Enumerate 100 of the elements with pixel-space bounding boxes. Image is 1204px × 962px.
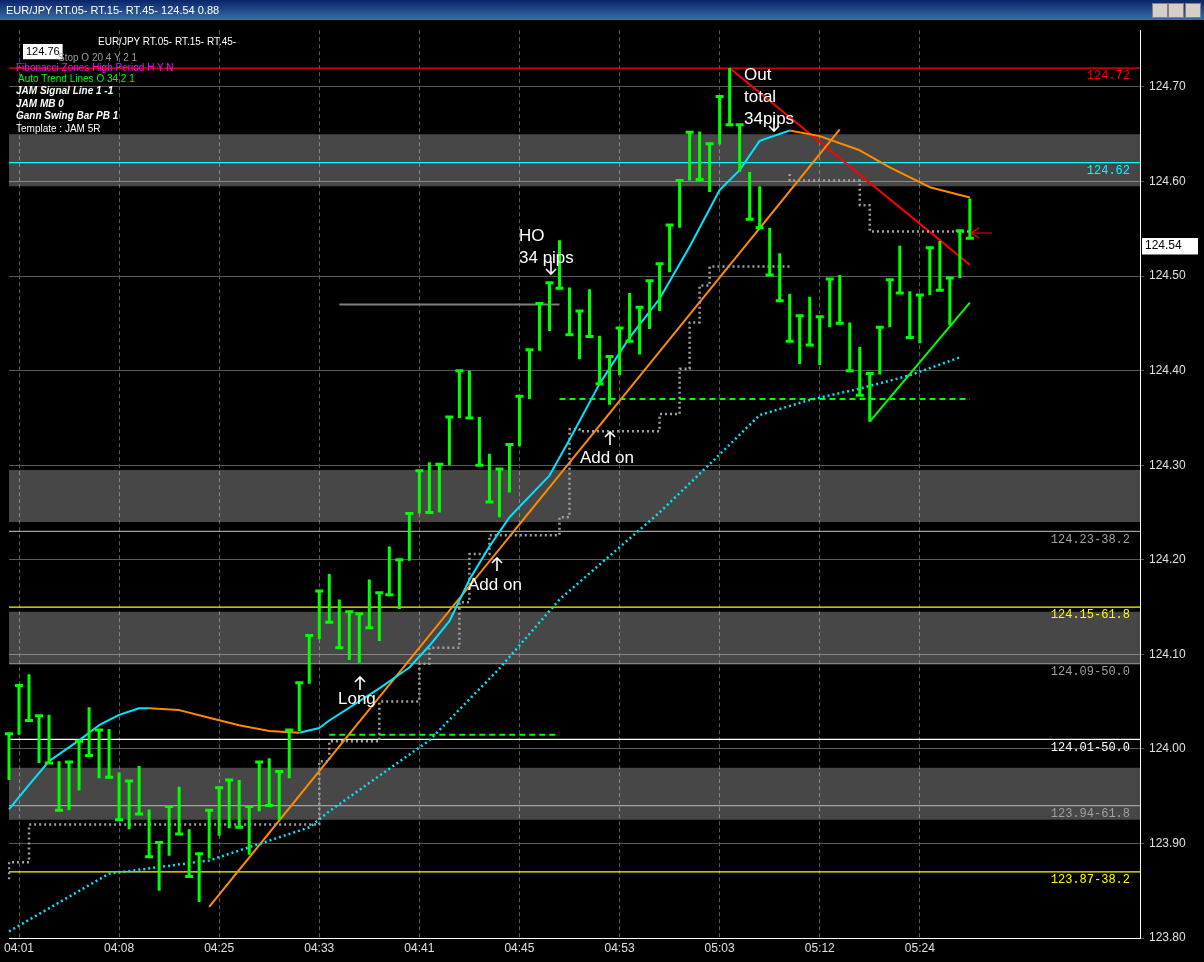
candlestick <box>385 546 394 597</box>
candlestick <box>395 558 404 609</box>
candlestick <box>465 370 474 420</box>
ref-line-label: 124.72 <box>1086 69 1130 84</box>
candlestick <box>955 229 964 278</box>
candlestick <box>485 453 494 504</box>
candlestick <box>275 770 284 820</box>
annotation: Stop O 20 4 Y 2 1 <box>58 51 138 63</box>
candlestick <box>815 315 824 365</box>
candlestick <box>695 131 704 182</box>
annotation: EUR/JPY RT.05- RT.15- RT.45- <box>98 35 237 47</box>
candlestick <box>875 325 884 375</box>
candlestick <box>625 293 634 343</box>
candlestick <box>85 707 94 757</box>
candlestick <box>755 186 764 230</box>
candlestick <box>735 123 744 173</box>
candlestick <box>885 278 894 328</box>
text: 124.54 <box>1145 238 1183 253</box>
candlestick <box>345 610 354 660</box>
y-tick-label: 124.30 <box>1149 457 1187 472</box>
candlestick <box>285 728 294 779</box>
candlestick <box>675 179 684 228</box>
candlestick <box>845 322 854 373</box>
x-tick-label: 05:24 <box>904 940 936 955</box>
annotation: Template : JAM 5R <box>16 122 101 134</box>
candlestick <box>445 415 454 466</box>
candlestick <box>55 761 64 812</box>
candlestick <box>805 296 814 347</box>
candlestick <box>45 714 54 765</box>
x-tick-label: 04:45 <box>504 940 535 955</box>
candlestick <box>595 335 604 386</box>
candlestick <box>215 786 224 836</box>
candlestick <box>765 227 774 277</box>
candlestick <box>925 246 934 295</box>
candlestick <box>905 291 914 340</box>
candlestick <box>115 772 124 822</box>
candlestick <box>235 780 244 829</box>
ref-line-label: 124.15-61.8 <box>1050 608 1130 623</box>
ref-line-label: 124.23-38.2 <box>1050 532 1130 547</box>
candlestick <box>775 253 784 303</box>
candlestick <box>435 462 444 513</box>
candlestick <box>75 739 84 791</box>
candlestick <box>255 760 264 812</box>
candlestick <box>35 714 44 764</box>
candlestick <box>455 369 464 418</box>
x-tick-label: 04:01 <box>3 940 35 955</box>
candlestick <box>475 416 484 467</box>
candlestick <box>315 589 324 640</box>
candlestick <box>825 277 834 328</box>
y-tick-label: 124.00 <box>1149 741 1187 756</box>
candlestick <box>585 289 594 339</box>
candlestick <box>645 279 654 330</box>
ref-line-label: 124.01-50.0 <box>1050 740 1130 755</box>
candlestick <box>705 142 714 192</box>
candlestick <box>935 241 944 292</box>
x-tick-label: 05:12 <box>804 940 836 955</box>
candlestick <box>95 728 104 779</box>
annotation: Auto Trend Lines O 34 2 1 <box>18 72 136 84</box>
y-tick-label: 124.60 <box>1149 173 1187 188</box>
candlestick <box>665 223 674 273</box>
x-tick-label: 04:25 <box>204 940 235 955</box>
candlestick <box>545 281 554 331</box>
candlestick <box>745 172 754 221</box>
y-tick-label: 124.40 <box>1149 362 1187 377</box>
candlestick <box>915 293 924 344</box>
candlestick <box>25 674 34 723</box>
candlestick <box>175 786 184 836</box>
y-tick-label: 124.10 <box>1149 646 1187 661</box>
candlestick <box>835 275 844 325</box>
ref-line-label: 124.09-50.0 <box>1050 664 1130 679</box>
candlestick <box>65 760 74 811</box>
candlestick <box>195 852 204 903</box>
candlestick <box>725 68 734 127</box>
candlestick <box>185 829 194 879</box>
x-tick-label: 05:03 <box>704 940 735 955</box>
candlestick <box>505 442 514 493</box>
candlestick <box>715 94 724 145</box>
ref-line-label: 124.62 <box>1086 163 1130 178</box>
candlestick <box>145 809 154 859</box>
ref-line-label: 123.94-61.8 <box>1050 806 1130 821</box>
y-tick-label: 123.90 <box>1149 835 1187 850</box>
x-tick-label: 04:53 <box>604 940 635 955</box>
line-series <box>7 356 962 933</box>
candlestick <box>965 198 974 240</box>
candlestick <box>105 729 114 779</box>
candlestick <box>155 840 164 891</box>
candlestick <box>515 394 524 447</box>
candlestick <box>265 758 274 808</box>
candlestick <box>335 599 344 650</box>
candlestick <box>375 591 384 642</box>
candlestick <box>495 467 504 518</box>
candlestick <box>135 765 144 816</box>
candlestick <box>15 684 24 735</box>
y-tick-label: 123.80 <box>1149 930 1187 945</box>
chart-title: EUR/JPY RT.05- RT.15- RT.45- 124.54 0.88 <box>0 0 1204 20</box>
candlestick <box>305 633 314 684</box>
candlestick <box>615 326 624 376</box>
candlestick <box>525 348 534 399</box>
x-tick-label: 04:41 <box>404 940 435 955</box>
annotation: 124.76 <box>26 44 60 57</box>
